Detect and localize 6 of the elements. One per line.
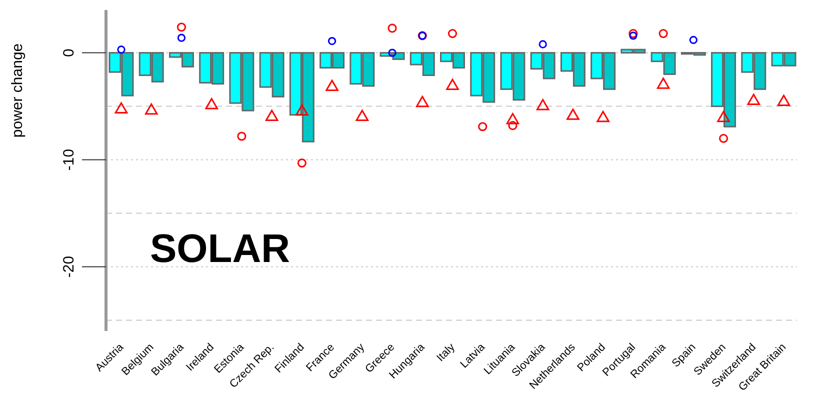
- y-tick-label: -20: [60, 256, 78, 278]
- y-tick-label: 0: [60, 48, 78, 57]
- y-axis-title: power change: [9, 43, 26, 138]
- x-tick-label: Italy: [434, 341, 458, 364]
- y-tick-label: -10: [60, 148, 78, 171]
- annotation: SOLAR: [150, 227, 290, 271]
